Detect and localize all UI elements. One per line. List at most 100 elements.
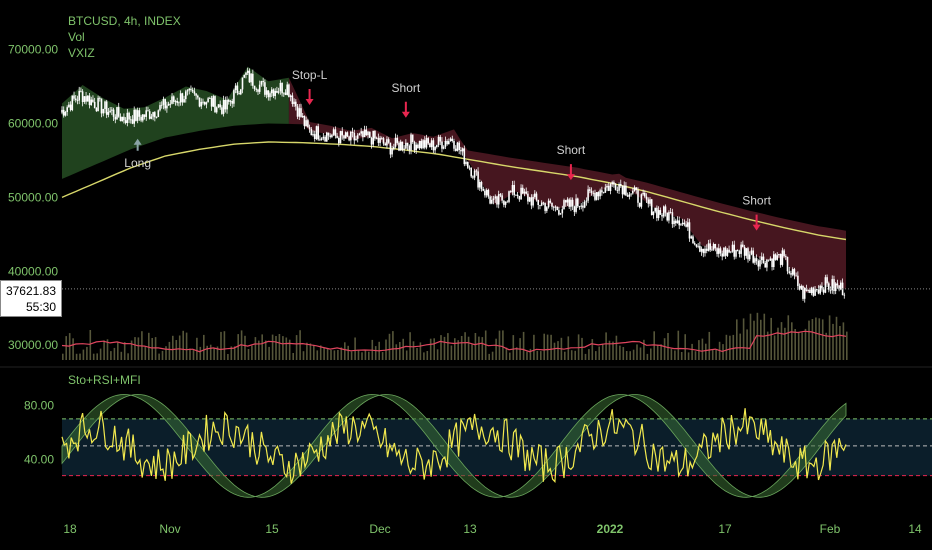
candle-body: [387, 139, 390, 143]
candle-body: [616, 190, 619, 191]
candle-body: [477, 171, 479, 188]
candle-body: [87, 95, 89, 102]
volume-bar: [797, 332, 800, 360]
volume-bar: [120, 351, 123, 360]
candle-body: [745, 248, 748, 256]
legend-indicator-vol[interactable]: Vol: [68, 30, 85, 44]
candle-body: [276, 91, 278, 93]
volume-bar: [760, 319, 762, 360]
volume-bar: [746, 329, 748, 360]
volume-bar: [189, 348, 191, 360]
volume-bar: [694, 351, 697, 360]
candle-body: [552, 206, 555, 208]
candle-body: [143, 114, 146, 117]
volume-bar: [368, 351, 370, 360]
candle-body: [779, 254, 782, 265]
candle-body: [217, 104, 220, 108]
candle-body: [250, 73, 252, 83]
volume-bar: [811, 319, 814, 360]
candle-body: [185, 91, 187, 100]
volume-bar: [251, 345, 253, 360]
time-axis-tick-label: 13: [463, 522, 477, 536]
volume-bar: [564, 351, 566, 360]
candle-body: [595, 192, 598, 200]
volume-bar: [62, 353, 64, 360]
candle-body: [393, 146, 395, 149]
time-axis-tick-label: Nov: [159, 522, 180, 536]
candle-body: [188, 88, 190, 91]
volume-bar: [705, 343, 707, 360]
candle-body: [178, 102, 180, 104]
candle-body: [676, 220, 679, 224]
candle-body: [829, 289, 832, 291]
candle-body: [511, 185, 514, 193]
volume-bar: [842, 322, 845, 360]
volume-bar: [144, 346, 147, 360]
candle-body: [559, 213, 562, 215]
volume-bar: [780, 322, 783, 360]
candle-body: [360, 131, 362, 134]
candle-body: [164, 99, 166, 109]
candle-body: [446, 141, 448, 145]
volume-bar: [254, 337, 257, 360]
volume-bar: [388, 333, 391, 360]
candle-body: [496, 196, 498, 205]
candle-body: [812, 287, 815, 296]
candle-body: [573, 206, 576, 212]
oscillator-title[interactable]: Sto+RSI+MFI: [68, 373, 141, 387]
oscillator-axis-tick-label: 40.00: [24, 452, 54, 466]
candle-body: [585, 200, 588, 202]
volume-bar: [86, 346, 88, 360]
candle-body: [767, 259, 770, 261]
candle-body: [432, 140, 435, 151]
candle-body: [671, 212, 674, 225]
candle-body: [650, 199, 653, 216]
candle-body: [442, 146, 445, 149]
volume-bar: [192, 349, 195, 360]
legend-indicator-vxiz[interactable]: VXIZ: [68, 46, 95, 60]
candle-body: [549, 200, 552, 203]
candle-body: [601, 190, 603, 193]
volume-bar: [725, 334, 728, 360]
candle-body: [499, 194, 502, 196]
candle-body: [803, 287, 806, 299]
candle-body: [62, 109, 65, 116]
volume-bar: [323, 348, 325, 360]
candle-body: [704, 248, 706, 254]
candle-body: [642, 193, 644, 195]
candle-body: [814, 289, 816, 296]
volume-bar: [344, 342, 346, 360]
candle-body: [95, 108, 98, 112]
candle-body: [301, 115, 304, 117]
candle-body: [609, 184, 612, 191]
candle-body: [687, 222, 689, 227]
volume-bar: [650, 348, 652, 360]
candle-body: [205, 102, 208, 105]
candle-body: [179, 93, 182, 103]
candle-body: [568, 199, 570, 207]
volume-bar: [711, 350, 714, 360]
candle-body: [176, 101, 178, 103]
candle-body: [695, 244, 698, 247]
candle-body: [468, 167, 471, 169]
candle-body: [540, 202, 543, 206]
symbol-title[interactable]: BTCUSD, 4h, INDEX: [68, 14, 181, 28]
volume-bar: [495, 338, 497, 360]
volume-bar: [89, 330, 92, 360]
candle-body: [508, 191, 510, 202]
candle-body: [723, 247, 725, 257]
candle-body: [215, 107, 218, 113]
candle-body: [656, 207, 658, 218]
candle-body: [834, 283, 837, 291]
candle-body: [719, 248, 722, 254]
candle-body: [822, 289, 825, 293]
volume-bar: [736, 319, 738, 360]
candle-body: [659, 210, 662, 215]
volume-bar: [505, 347, 508, 360]
candle-body: [750, 250, 753, 255]
candle-body: [790, 273, 792, 275]
candle-body: [470, 167, 472, 177]
volume-bar: [110, 351, 112, 360]
volume-bar: [588, 349, 590, 360]
